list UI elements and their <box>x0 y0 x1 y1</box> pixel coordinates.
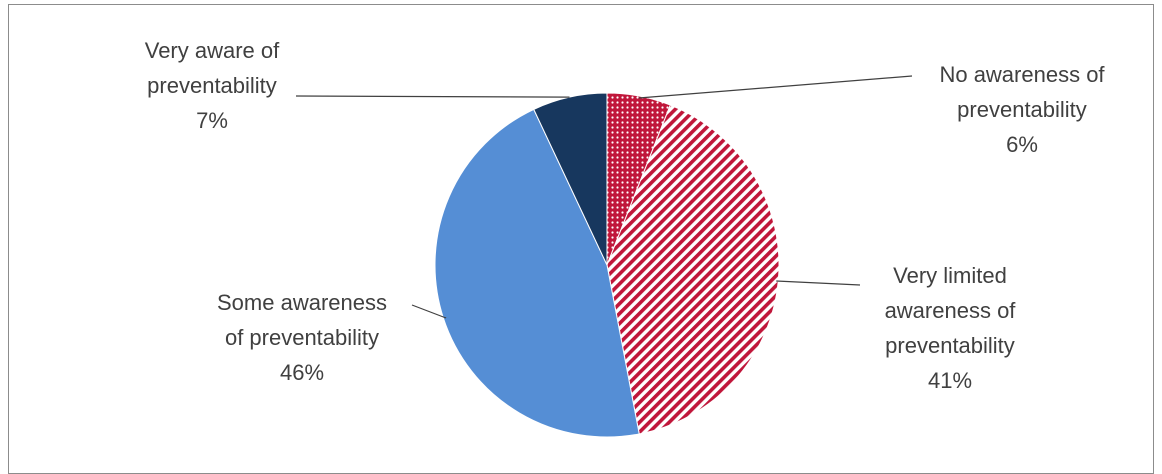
slice-category-label-0: No awareness of <box>939 62 1105 87</box>
slice-value-label-2: 46% <box>280 360 324 385</box>
slice-value-label-1: 41% <box>928 368 972 393</box>
slice-category-label-1: preventability <box>885 333 1015 358</box>
slice-value-label-0: 6% <box>1006 132 1038 157</box>
pie-chart: No awareness of preventability 6% Very limi… <box>145 38 1105 438</box>
slice-category-label-2: Some awareness <box>217 290 387 315</box>
leader-line-1 <box>776 280 861 286</box>
leader-line-2 <box>411 304 447 319</box>
slice-category-label-0: preventability <box>957 97 1087 122</box>
pie-slice-2 <box>434 108 640 438</box>
slice-category-label-1: Very limited <box>893 263 1007 288</box>
slice-category-label-1: awareness of <box>885 298 1017 323</box>
leader-line-3 <box>295 95 570 98</box>
slice-category-label-3: Very aware of <box>145 38 280 63</box>
slice-value-label-3: 7% <box>196 108 228 133</box>
slice-category-label-3: preventability <box>147 73 277 98</box>
leader-line-0 <box>638 75 913 99</box>
pie-slice-3 <box>533 92 608 266</box>
slice-category-label-2: of preventability <box>225 325 379 350</box>
